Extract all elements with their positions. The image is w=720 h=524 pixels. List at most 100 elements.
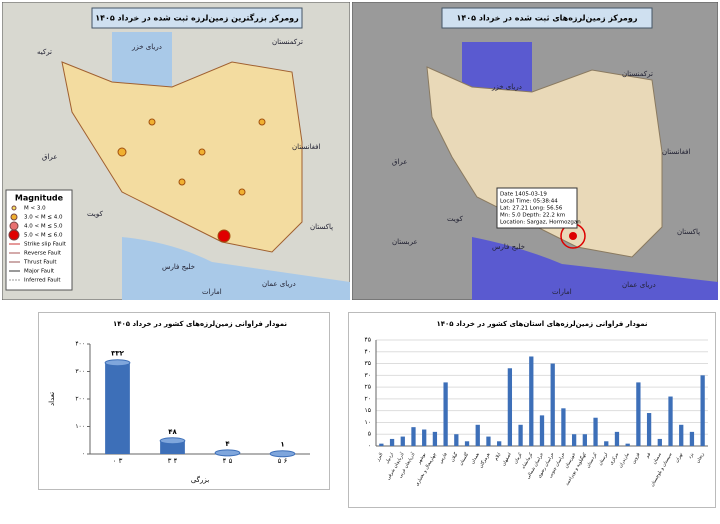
x-tick-label: گیلان xyxy=(449,451,460,463)
bar xyxy=(700,375,705,446)
legend-label: 4.0 < M ≤ 5.0 xyxy=(24,224,63,230)
map-label: دریای عمان xyxy=(622,281,656,289)
y-tick-label: ۵ xyxy=(368,431,371,438)
x-tick-label: لرستان xyxy=(598,452,609,466)
legend-label: Reverse Fault xyxy=(24,251,62,257)
map-label: افغانستان xyxy=(292,143,320,151)
legend-swatch xyxy=(11,205,17,211)
x-tick-label: قزوین xyxy=(631,452,641,464)
y-tick-label: ۴۰ xyxy=(365,348,371,355)
x-tick-label: ۵ ۶ xyxy=(278,457,288,465)
bar xyxy=(625,443,630,446)
bar xyxy=(636,382,641,446)
title-box xyxy=(91,7,303,29)
info-line: Local Time: 05:38:44 xyxy=(500,199,558,205)
value-label: ۱ xyxy=(280,441,284,449)
y-tick-label: ۰ xyxy=(368,443,371,450)
map-label: امارات xyxy=(552,288,572,296)
value-label: ۳۳۲ xyxy=(111,350,125,358)
x-tick-label: ۳ ۴ xyxy=(168,457,178,465)
map-label: دریای عمان xyxy=(262,280,296,288)
chart-frame xyxy=(38,312,330,490)
legend-label: Thrust Fault xyxy=(23,260,57,266)
bar xyxy=(454,434,459,446)
map-title: رومرکز زمین‌لرزه‌های ثبت شده در خرداد ۱۴… xyxy=(457,14,638,23)
legend-label: M < 3.0 xyxy=(24,206,46,212)
legend xyxy=(5,189,73,291)
bar xyxy=(668,396,673,446)
y-tick-label: ۳۰ xyxy=(365,372,371,379)
x-tick-label: بوشهر xyxy=(416,452,427,466)
map-label: عراق xyxy=(42,153,57,161)
info-line: Location: Sargaz, Hormozgan xyxy=(500,220,581,226)
bar xyxy=(561,408,566,446)
bar xyxy=(379,443,384,446)
info-box xyxy=(496,187,578,229)
bar xyxy=(614,431,620,446)
x-tick-label: فارس xyxy=(439,452,449,464)
x-tick-label: یزد xyxy=(688,452,696,460)
y-tick-label: ۳۵ xyxy=(365,360,371,367)
x-tick-label: کرمان xyxy=(513,451,524,465)
chart-title: نمودار فراوانی زمین‌لرزه‌های استان‌های ک… xyxy=(436,320,647,328)
map-label: ترکمنستان xyxy=(622,70,653,78)
x-tick-label: البرز xyxy=(375,452,384,463)
map-label: پاکستان xyxy=(677,228,700,236)
map-right: رومرکز زمین‌لرزه‌های ثبت شده در خرداد ۱۴… xyxy=(352,2,718,300)
bar xyxy=(497,441,502,446)
bar xyxy=(646,413,652,446)
map-left: رومرکز بزرگترین زمین‌لرزه ثبت شده در خرد… xyxy=(2,2,350,300)
y-tick-label: ۰ xyxy=(82,451,85,458)
x-tick-label: ایلام xyxy=(494,452,502,461)
bar xyxy=(507,368,513,446)
info-line: Mn: 5.0 Depth: 22.2 km xyxy=(500,213,565,219)
bar-top xyxy=(214,449,241,457)
y-tick-label: ۱۵ xyxy=(365,407,371,414)
bar xyxy=(443,382,448,446)
legend-label: Major Fault xyxy=(24,269,55,275)
y-tick-label: ۳۰۰ xyxy=(75,368,85,375)
y-tick-label: ۱۰ xyxy=(365,419,371,426)
x-tick-label: تهران xyxy=(675,452,685,464)
y-tick-label: ۴۰۰ xyxy=(75,341,85,348)
legend-label: 5.0 < M ≤ 6.0 xyxy=(24,233,63,239)
bar xyxy=(529,356,534,446)
bar xyxy=(400,436,405,446)
map-label: خلیج فارس xyxy=(162,263,195,271)
bar xyxy=(389,438,395,446)
bar xyxy=(518,424,523,446)
x-tick-label: اصفهان xyxy=(502,452,513,467)
legend-swatch xyxy=(9,221,19,231)
legend-swatch xyxy=(10,213,18,221)
map-label: دریای خزر xyxy=(491,83,522,91)
map-label: کویت xyxy=(447,215,463,223)
x-tick-label: سمنان xyxy=(652,452,663,465)
x-tick-label: ۴ ۵ xyxy=(223,457,233,465)
bar xyxy=(593,417,598,446)
value-label: ۴ xyxy=(225,440,230,448)
chart-title: نمودار فراوانی زمین‌لرزه‌های کشور در خرد… xyxy=(113,320,287,328)
legend-label: Strike slip Fault xyxy=(24,242,67,248)
bar xyxy=(160,440,185,454)
title-box xyxy=(441,7,653,29)
country-shape xyxy=(61,61,303,253)
map-label: پاکستان xyxy=(310,223,333,231)
info-line: Date 1405-03-19 xyxy=(500,192,547,198)
bar xyxy=(475,424,480,446)
x-tick-label: همدان xyxy=(470,452,481,465)
sea xyxy=(122,237,350,300)
map-label: امارات xyxy=(202,288,222,296)
x-tick-label: قم xyxy=(645,452,652,459)
bar xyxy=(486,436,491,446)
bar xyxy=(105,362,130,454)
bar xyxy=(539,415,545,446)
bar xyxy=(432,431,438,446)
map-label: افغانستان xyxy=(662,148,690,156)
chart: نمودار فراوانی زمین‌لرزه‌های کشور در خرد… xyxy=(38,312,330,490)
map-title: رومرکز بزرگترین زمین‌لرزه ثبت شده در خرد… xyxy=(95,13,299,23)
legend-title: Magnitude xyxy=(15,194,64,203)
bar xyxy=(411,427,416,446)
y-tick-label: ۴۵ xyxy=(365,337,371,344)
map-label: ترکمنستان xyxy=(272,38,303,46)
legend-swatch xyxy=(8,229,20,241)
